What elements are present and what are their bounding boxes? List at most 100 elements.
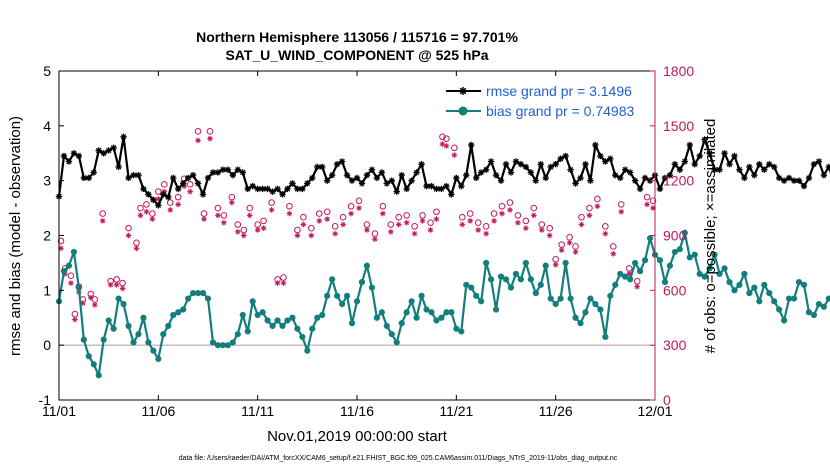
bias-point [80,336,87,343]
obs-assimilated-point [348,210,354,217]
bias-point [751,284,758,291]
bias-point [105,317,112,324]
rmse-point [622,166,629,173]
bias-point [488,276,495,283]
chart-title-line2: SAT_U_WIND_COMPONENT @ 525 hPa [225,47,488,63]
rmse-point-stroke [483,166,489,173]
bias-point [125,322,132,330]
bias-point [552,300,559,308]
x-tick-label: 11/16 [340,403,374,419]
rmse-point-stroke [279,191,286,198]
obs-assimilated-point-stroke [507,207,513,213]
obs-assimilated-point [294,232,301,239]
rmse-point-stroke [329,172,335,178]
rmse-point-stroke [403,186,410,192]
bias-point [353,298,361,305]
obs-assimilated-point [499,210,505,217]
obs-assimilated-point-stroke [420,218,425,224]
rmse-point-stroke [115,164,122,170]
obs-possible-point [617,201,625,208]
obs-assimilated-point [356,205,362,211]
obs-assimilated-point-stroke [167,207,173,213]
bias-point [418,292,425,299]
bias-point [135,331,142,338]
rmse-point-stroke [165,194,171,200]
rmse-point [199,191,207,198]
y-tick-label: -1 [39,392,52,408]
bias-point [597,306,604,313]
rmse-point [552,161,559,168]
rmse-point-stroke [245,186,251,192]
rmse-point [626,169,634,176]
rmse-point [572,180,579,187]
bias-point [522,259,529,267]
obs-assimilated-point-stroke [241,233,247,238]
rmse-point [239,169,246,176]
rmse-point [378,169,386,176]
rmse-point-stroke [140,186,147,192]
bias-point [741,270,748,277]
rmse-point [517,161,525,168]
obs-possible-point [546,224,554,232]
rmse-point-stroke [304,180,311,187]
obs-assimilated-point-stroke [523,225,529,231]
obs-assimilated-point [207,135,213,142]
rmse-point-stroke [617,175,623,181]
rmse-point-stroke [597,153,604,159]
legend-rmse-marker [459,87,467,95]
bias-point [130,339,137,346]
rmse-point-stroke [394,188,400,195]
obs-assimilated-point-stroke [68,280,74,286]
obs-assimilated-point [515,219,521,226]
bias-point [617,270,624,277]
y-tick-label: 0 [43,337,51,353]
bias-point [512,270,520,277]
rmse-point-stroke [751,172,758,178]
rmse-point [696,152,703,160]
obs-possible-point [578,213,585,221]
bias-point [686,254,693,261]
obs-possible-point [586,204,593,212]
obs-possible-point [286,202,293,210]
rmse-point-stroke [682,158,688,165]
bias-point [329,276,336,283]
obs-assimilated-point-stroke [100,218,106,224]
bias-point [582,309,589,316]
rmse-point-stroke [791,177,797,184]
obs-assimilated-point [433,216,440,222]
rmse-point [145,191,152,198]
obs-assimilated-point-stroke [388,229,394,235]
bias-point [547,295,554,302]
rmse-point-stroke [731,153,738,159]
bias-point [398,320,405,327]
bias-point [537,281,544,288]
rmse-point [368,166,376,173]
rmse-point [438,185,445,193]
bias-point [299,333,306,341]
rmse-point-stroke [667,172,673,178]
obs-assimilated-point-stroke [587,213,592,218]
rmse-point-stroke [518,161,524,167]
obs-possible-point [220,212,228,219]
rmse-point [666,171,674,179]
obs-assimilated-point [586,212,593,219]
rmse-point-stroke [657,186,663,192]
rmse-point [771,163,778,171]
rmse-point-stroke [225,166,231,173]
obs-possible-point [522,217,530,225]
bias-point [438,314,445,321]
obs-assimilated-point-stroke [195,138,201,143]
rmse-point-stroke [706,150,713,156]
rmse-point-stroke [150,197,157,203]
rmse-point [244,185,251,193]
rmse-point-stroke [726,161,733,167]
rmse-point-stroke [493,172,499,178]
rmse-point [795,177,803,184]
rmse-point [482,166,490,173]
obs-assimilated-point [221,219,227,226]
obs-assimilated-point [332,230,338,237]
rmse-point-stroke [468,142,474,148]
obs-possible-point [67,272,75,280]
rmse-point [582,161,589,168]
rmse-point [607,155,614,162]
